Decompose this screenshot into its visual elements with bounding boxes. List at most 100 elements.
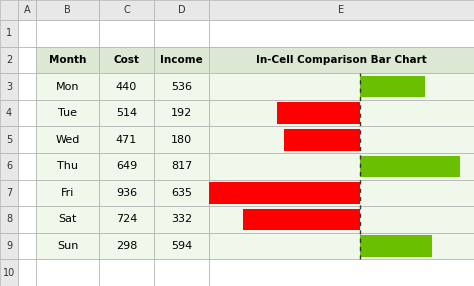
Text: Wed: Wed <box>55 135 80 145</box>
Bar <box>154 0 209 20</box>
Text: 536: 536 <box>171 82 192 92</box>
Bar <box>0 126 18 153</box>
Text: 649: 649 <box>116 161 137 171</box>
Bar <box>0 0 18 20</box>
Text: 180: 180 <box>171 135 192 145</box>
Bar <box>99 100 154 126</box>
Text: 192: 192 <box>171 108 192 118</box>
Bar <box>99 126 154 153</box>
Bar <box>99 180 154 206</box>
Bar <box>18 259 36 286</box>
Text: 298: 298 <box>116 241 137 251</box>
Bar <box>154 180 209 206</box>
Bar <box>99 73 154 100</box>
Bar <box>209 20 474 47</box>
Bar <box>209 180 474 206</box>
Bar <box>0 73 18 100</box>
Bar <box>99 259 154 286</box>
Bar <box>154 73 209 100</box>
Bar <box>0 20 18 47</box>
Bar <box>360 76 425 97</box>
Bar <box>360 156 459 177</box>
Bar <box>18 73 36 100</box>
Text: 4: 4 <box>6 108 12 118</box>
Bar <box>0 153 18 180</box>
Text: 635: 635 <box>171 188 192 198</box>
Text: 817: 817 <box>171 161 192 171</box>
Bar <box>209 100 474 126</box>
Bar <box>0 206 18 233</box>
Bar <box>154 100 209 126</box>
Bar <box>209 126 474 153</box>
Bar <box>99 233 154 259</box>
Bar <box>18 47 36 73</box>
Bar <box>154 47 209 73</box>
Bar <box>243 209 360 230</box>
Bar <box>18 206 36 233</box>
Bar <box>277 102 360 124</box>
Bar <box>0 100 18 126</box>
Text: 514: 514 <box>116 108 137 118</box>
Text: D: D <box>178 5 185 15</box>
Text: 10: 10 <box>3 268 15 278</box>
Text: 8: 8 <box>6 214 12 225</box>
Bar <box>36 20 99 47</box>
Text: 332: 332 <box>171 214 192 225</box>
Text: Tue: Tue <box>58 108 77 118</box>
Text: B: B <box>64 5 71 15</box>
Text: 7: 7 <box>6 188 12 198</box>
Bar <box>0 259 18 286</box>
Text: 2: 2 <box>6 55 12 65</box>
Text: In-Cell Comparison Bar Chart: In-Cell Comparison Bar Chart <box>256 55 427 65</box>
Text: 936: 936 <box>116 188 137 198</box>
Text: Sun: Sun <box>57 241 78 251</box>
Bar <box>36 206 99 233</box>
Bar <box>18 126 36 153</box>
Text: Mon: Mon <box>56 82 79 92</box>
Bar <box>18 153 36 180</box>
Bar <box>18 20 36 47</box>
Bar <box>36 47 99 73</box>
Text: 471: 471 <box>116 135 137 145</box>
Bar <box>18 180 36 206</box>
Bar <box>36 73 99 100</box>
Bar <box>36 259 99 286</box>
Text: 5: 5 <box>6 135 12 145</box>
Text: 3: 3 <box>6 82 12 92</box>
Text: Month: Month <box>49 55 86 65</box>
Bar <box>209 73 474 100</box>
Bar <box>209 47 474 73</box>
Text: Income: Income <box>160 55 203 65</box>
Text: 440: 440 <box>116 82 137 92</box>
Text: 1: 1 <box>6 28 12 38</box>
Text: Cost: Cost <box>113 55 139 65</box>
Bar <box>18 100 36 126</box>
Bar <box>36 126 99 153</box>
Text: Sat: Sat <box>58 214 77 225</box>
Bar <box>209 182 360 204</box>
Bar <box>0 180 18 206</box>
Bar <box>360 235 432 257</box>
Bar <box>36 153 99 180</box>
Bar <box>99 0 154 20</box>
Bar <box>36 0 99 20</box>
Bar <box>99 206 154 233</box>
Bar <box>154 206 209 233</box>
Text: 594: 594 <box>171 241 192 251</box>
Text: Thu: Thu <box>57 161 78 171</box>
Bar <box>18 233 36 259</box>
Text: Fri: Fri <box>61 188 74 198</box>
Bar <box>209 153 474 180</box>
Bar <box>99 47 154 73</box>
Text: E: E <box>338 5 345 15</box>
Bar <box>0 47 18 73</box>
Bar <box>0 233 18 259</box>
Bar <box>209 206 474 233</box>
Text: A: A <box>24 5 30 15</box>
Bar <box>36 233 99 259</box>
Text: 9: 9 <box>6 241 12 251</box>
Bar <box>154 153 209 180</box>
Bar <box>284 129 360 150</box>
Bar <box>154 233 209 259</box>
Text: C: C <box>123 5 130 15</box>
